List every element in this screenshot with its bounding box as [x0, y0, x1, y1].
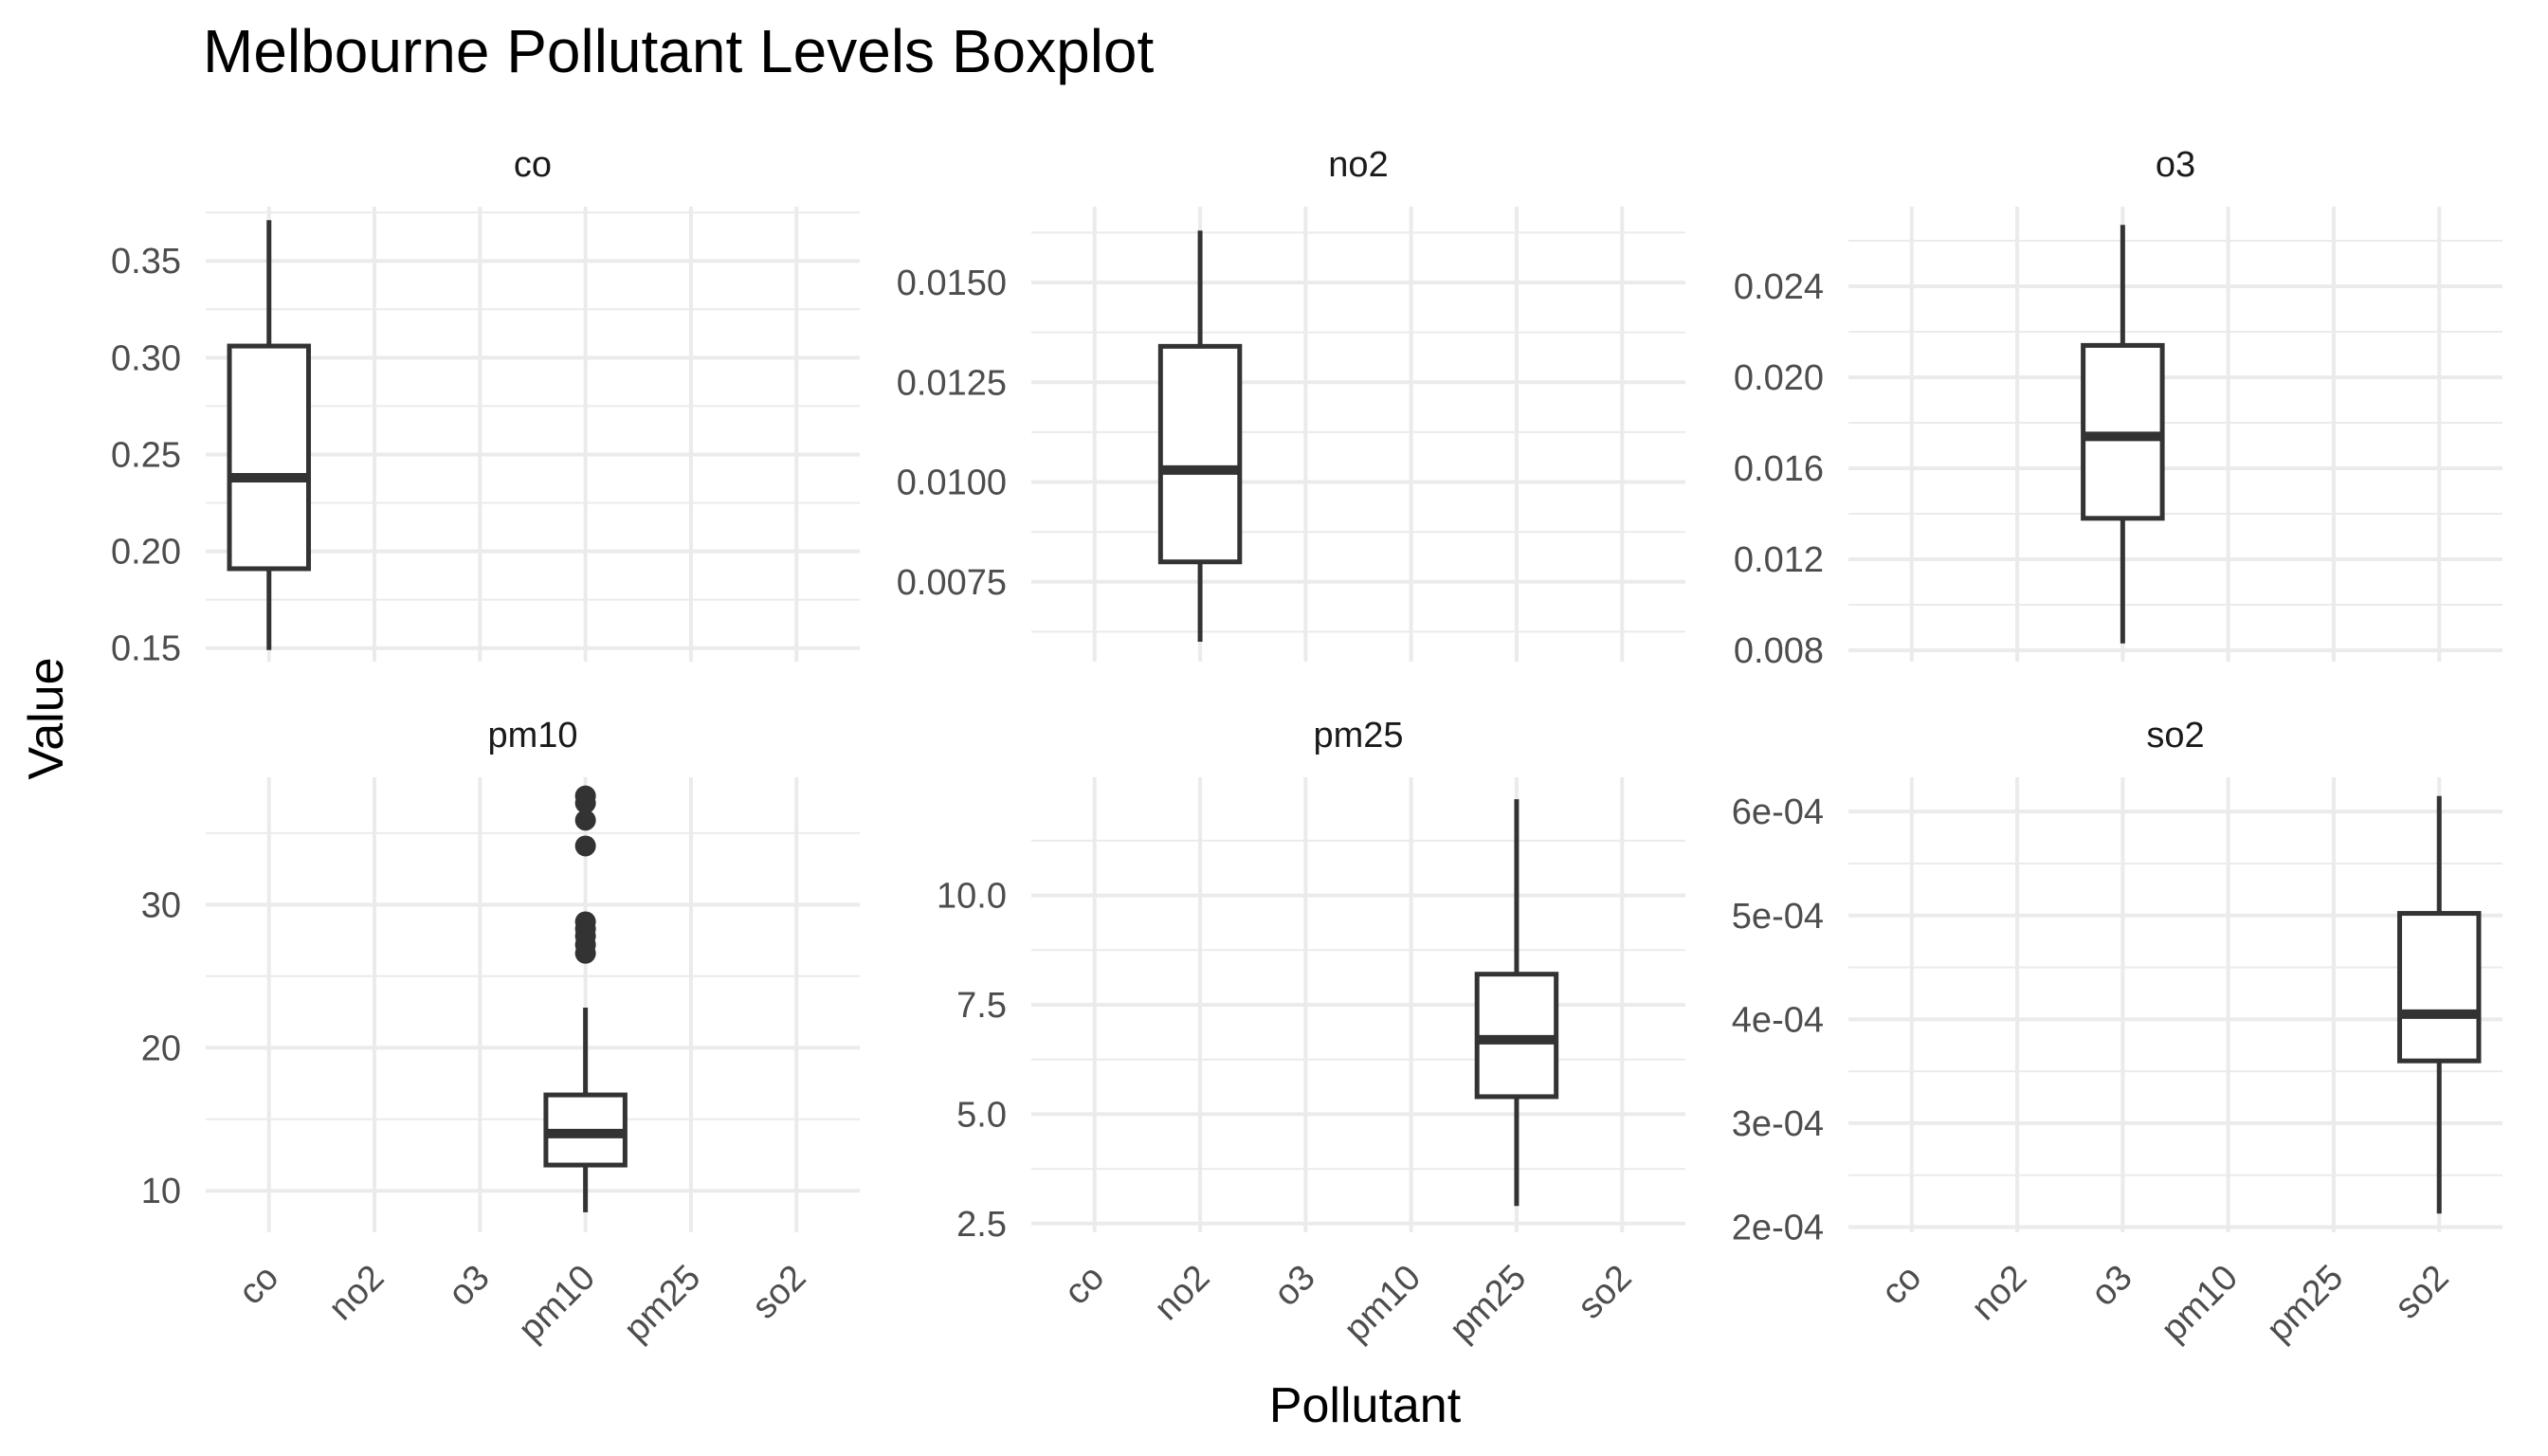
outlier-point: [574, 835, 596, 857]
x-tick-label: so2: [745, 1258, 814, 1327]
y-tick-label: 0.024: [1734, 267, 1824, 307]
y-tick-label: 0.012: [1734, 540, 1824, 580]
x-tick-label: so2: [2388, 1258, 2457, 1327]
x-tick-label: no2: [1147, 1258, 1218, 1329]
x-axis-label: Pollutant: [1269, 1378, 1462, 1433]
facet-strip-label: so2: [2146, 716, 2204, 755]
facet-so2: so2 2e-04 3e-04 4e-04 5e-04 6e-04 co no2 o3 pm10 p…: [1732, 716, 2502, 1350]
y-tick-label: 6e-04: [1732, 792, 1824, 832]
y-tick-label: 3e-04: [1732, 1104, 1824, 1144]
y-tick-label: 0.0100: [897, 464, 1007, 503]
y-tick-label: 7.5: [956, 986, 1007, 1026]
y-tick-label: 0.20: [111, 533, 181, 573]
y-tick-label: 0.0075: [897, 563, 1007, 603]
y-tick-label: 5.0: [956, 1095, 1007, 1135]
facet-co: co 0.15 0.20 0.25 0.30 0.35: [111, 145, 860, 669]
x-tick-label: pm10: [2154, 1258, 2246, 1350]
box-iqr: [2396, 911, 2482, 1064]
chart-title: Melbourne Pollutant Levels Boxplot: [203, 17, 1155, 85]
y-tick-label: 20: [141, 1028, 181, 1068]
box-iqr: [227, 343, 312, 572]
outlier-point: [574, 785, 596, 807]
y-axis-label: Value: [19, 657, 74, 779]
facet-panels: co 0.15 0.20 0.25 0.30 0.35 no2 0.0075 0.0100 0.0…: [111, 145, 2502, 1350]
y-tick-label: 10: [141, 1172, 181, 1211]
x-tick-label: no2: [1964, 1258, 2035, 1329]
y-tick-label: 0.0125: [897, 363, 1007, 403]
x-tick-label: o3: [441, 1258, 498, 1315]
facet-strip-label: co: [514, 145, 552, 185]
y-tick-label: 2.5: [956, 1205, 1007, 1245]
x-tick-label: so2: [1571, 1258, 1640, 1327]
y-tick-label: 0.15: [111, 629, 181, 669]
x-tick-label: co: [1874, 1258, 1929, 1313]
facet-no2: no2 0.0075 0.0100 0.0125 0.0150: [897, 145, 1685, 662]
facet-strip-label: no2: [1328, 145, 1388, 185]
y-tick-label: 10.0: [937, 877, 1007, 917]
y-tick-label: 4e-04: [1732, 1000, 1824, 1040]
x-tick-label: pm25: [616, 1258, 708, 1350]
x-tick-label: no2: [321, 1258, 392, 1329]
facet-strip-label: pm10: [487, 716, 577, 755]
y-tick-label: 2e-04: [1732, 1209, 1824, 1248]
y-tick-label: 0.020: [1734, 358, 1824, 398]
x-tick-label: pm25: [2259, 1258, 2351, 1350]
y-tick-label: 5e-04: [1732, 897, 1824, 937]
y-tick-label: 30: [141, 885, 181, 925]
y-tick-label: 0.0150: [897, 264, 1007, 303]
x-tick-label: pm10: [1337, 1258, 1429, 1350]
x-tick-label: co: [1057, 1258, 1112, 1313]
x-tick-label: o3: [2084, 1258, 2140, 1315]
y-tick-label: 0.008: [1734, 631, 1824, 671]
box-iqr: [1157, 343, 1243, 565]
y-tick-label: 0.016: [1734, 449, 1824, 489]
facet-strip-label: pm25: [1313, 716, 1403, 755]
facet-o3: o3 0.008 0.012 0.016 0.020 0.024: [1734, 145, 2502, 671]
x-tick-label: pm10: [511, 1258, 603, 1350]
x-tick-label: pm25: [1442, 1258, 1534, 1350]
y-tick-label: 0.35: [111, 242, 181, 282]
y-tick-label: 0.25: [111, 435, 181, 475]
y-tick-label: 0.30: [111, 338, 181, 378]
facet-strip-label: o3: [2156, 145, 2195, 185]
outlier-point: [574, 911, 596, 933]
x-tick-label: co: [231, 1258, 286, 1313]
outlier-point: [574, 810, 596, 831]
x-tick-label: o3: [1266, 1258, 1323, 1315]
